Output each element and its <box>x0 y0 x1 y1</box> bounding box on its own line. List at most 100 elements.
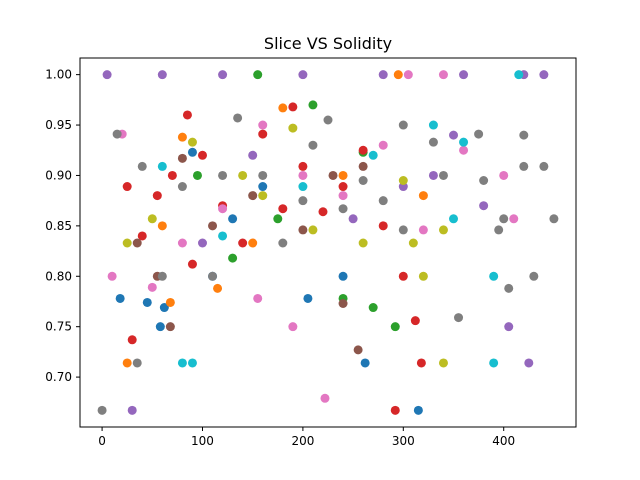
data-point <box>398 120 408 130</box>
x-tick-label: 100 <box>191 434 214 448</box>
data-point <box>182 110 192 120</box>
data-point <box>218 170 228 180</box>
data-point <box>338 204 348 214</box>
data-point <box>132 358 142 368</box>
y-tick-label: 0.75 <box>45 320 72 334</box>
data-point <box>328 170 338 180</box>
x-tick-label: 400 <box>492 434 515 448</box>
data-point <box>288 102 298 112</box>
data-point <box>408 238 418 248</box>
x-axis: 0 100 200 300 400 <box>98 427 515 448</box>
data-point <box>142 297 152 307</box>
data-point <box>228 214 238 224</box>
data-point <box>137 161 147 171</box>
data-point <box>438 225 448 235</box>
data-point <box>323 115 333 125</box>
data-point <box>428 120 438 130</box>
data-point <box>127 405 137 415</box>
data-point <box>147 214 157 224</box>
data-point <box>288 123 298 133</box>
data-point <box>187 259 197 269</box>
data-point <box>318 207 328 217</box>
data-point <box>233 113 243 123</box>
data-point <box>390 405 400 415</box>
data-point <box>504 322 514 332</box>
data-point <box>438 170 448 180</box>
data-point <box>308 100 318 110</box>
data-point <box>248 150 258 160</box>
data-point <box>504 283 514 293</box>
data-point <box>459 70 469 80</box>
data-point <box>278 204 288 214</box>
data-point <box>308 140 318 150</box>
data-point <box>298 182 308 192</box>
data-point <box>514 70 524 80</box>
data-point <box>112 129 122 139</box>
data-point <box>529 271 539 281</box>
data-point <box>218 204 228 214</box>
data-point <box>413 405 423 415</box>
data-point <box>157 221 167 231</box>
data-point <box>218 70 228 80</box>
data-point <box>398 225 408 235</box>
data-point <box>368 303 378 313</box>
y-tick-label: 0.80 <box>45 269 72 283</box>
data-point <box>320 393 330 403</box>
data-point <box>157 70 167 80</box>
data-point <box>288 322 298 332</box>
data-point <box>303 293 313 303</box>
data-point <box>398 175 408 185</box>
plot-frame <box>79 57 577 428</box>
data-point <box>253 70 263 80</box>
data-point <box>459 145 469 155</box>
data-point <box>192 170 202 180</box>
data-point <box>208 221 218 231</box>
data-point <box>438 358 448 368</box>
data-point <box>122 358 132 368</box>
data-point <box>449 130 459 140</box>
data-point <box>165 322 175 332</box>
data-point <box>177 182 187 192</box>
data-point <box>308 225 318 235</box>
data-point <box>102 70 112 80</box>
data-point <box>489 358 499 368</box>
data-point <box>338 170 348 180</box>
data-point <box>238 170 248 180</box>
data-point <box>438 70 448 80</box>
data-point <box>358 238 368 248</box>
data-point <box>479 201 489 211</box>
data-point <box>177 238 187 248</box>
data-point <box>132 238 142 248</box>
data-point <box>167 170 177 180</box>
data-point <box>258 191 268 201</box>
data-point <box>549 214 559 224</box>
data-point <box>428 137 438 147</box>
data-point <box>177 153 187 163</box>
data-point <box>248 191 258 201</box>
data-point <box>428 170 438 180</box>
data-point <box>403 70 413 80</box>
data-point <box>539 161 549 171</box>
data-point <box>378 140 388 150</box>
data-point <box>115 293 125 303</box>
data-point <box>238 238 248 248</box>
data-point <box>416 358 426 368</box>
data-point <box>338 271 348 281</box>
data-point <box>489 271 499 281</box>
data-point <box>524 358 534 368</box>
data-point <box>519 130 529 140</box>
chart-title: Slice VS Solidity <box>264 34 392 53</box>
data-point <box>197 238 207 248</box>
data-point <box>273 214 283 224</box>
y-tick-label: 0.70 <box>45 370 72 384</box>
data-point <box>187 137 197 147</box>
data-point <box>218 231 228 241</box>
data-point <box>418 271 428 281</box>
data-point <box>348 214 358 224</box>
y-tick-label: 0.85 <box>45 219 72 233</box>
data-point <box>253 293 263 303</box>
data-point <box>378 70 388 80</box>
data-point <box>378 221 388 231</box>
data-point <box>474 129 484 139</box>
data-point <box>165 297 175 307</box>
